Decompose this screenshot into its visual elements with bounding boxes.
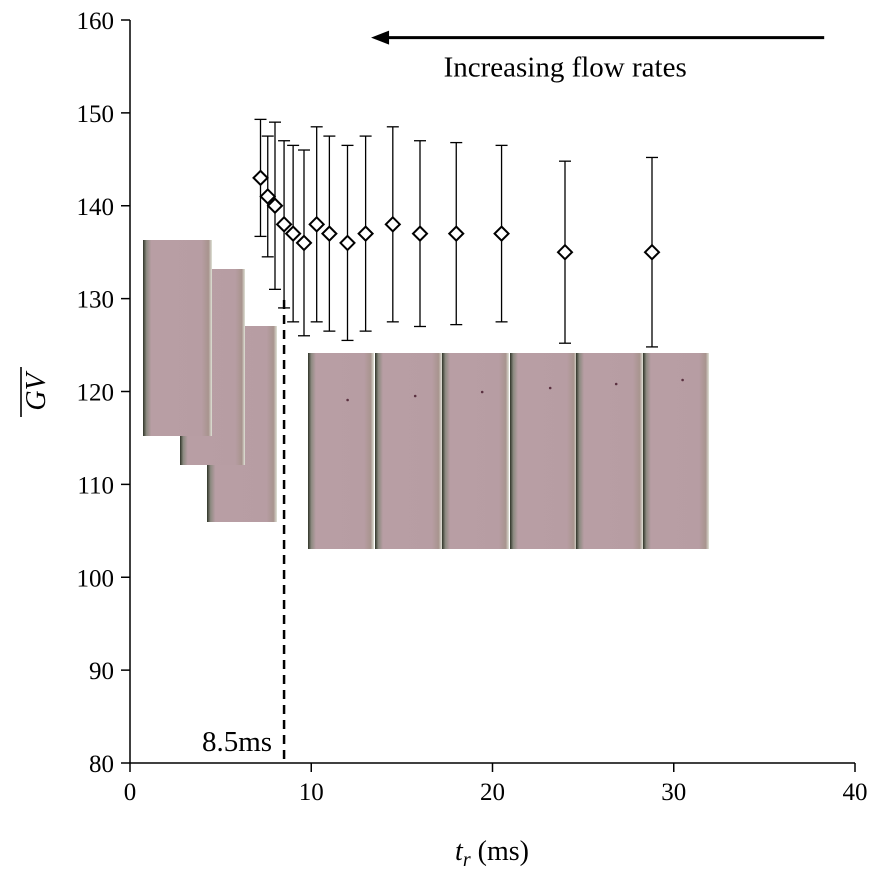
- data-point: [275, 215, 293, 233]
- y-tick-label: 80: [89, 751, 114, 778]
- x-axis-unit: (ms): [471, 836, 529, 867]
- data-point: [357, 225, 375, 243]
- droplet-image-tile: [643, 353, 709, 549]
- tile-droplet-dot: [480, 390, 484, 394]
- y-tick-label: 90: [89, 658, 114, 685]
- flow-arrow: [371, 30, 825, 45]
- x-axis-title: tr (ms): [455, 836, 529, 871]
- x-axis-ticks: 0 10 20 30 40: [124, 763, 868, 806]
- flow-annotation: Increasing flow rates: [444, 52, 687, 84]
- tile-fill: [576, 353, 643, 549]
- data-points: [252, 169, 661, 261]
- tile-droplet-dot: [346, 398, 349, 402]
- data-point: [320, 225, 338, 243]
- data-point: [295, 234, 313, 252]
- y-tick-label: 140: [77, 194, 115, 221]
- data-point: [308, 215, 326, 233]
- x-axis-subscript: r: [463, 849, 471, 871]
- flow-arrow-head: [371, 30, 390, 45]
- data-point: [252, 169, 269, 187]
- x-tick-label: 40: [843, 779, 868, 806]
- data-point: [384, 215, 402, 233]
- y-axis-ticks: 80 90 100 110 120 130 140 150 160: [77, 8, 130, 778]
- y-tick-label: 160: [77, 8, 115, 35]
- data-point: [643, 243, 661, 261]
- x-tick-label: 0: [124, 779, 137, 806]
- data-point: [411, 225, 429, 243]
- tile-fill: [143, 240, 212, 436]
- tile-fill: [375, 353, 442, 549]
- y-axis-title: GV: [21, 370, 52, 410]
- droplet-image-tile: [442, 353, 509, 549]
- x-tick-label: 20: [480, 779, 505, 806]
- droplet-image-tiles: [143, 240, 709, 549]
- data-point: [266, 197, 284, 215]
- threshold-label: 8.5ms: [202, 726, 272, 758]
- y-tick-label: 100: [77, 565, 115, 592]
- x-tick-label: 10: [299, 779, 324, 806]
- tile-droplet-dot: [614, 382, 618, 386]
- data-point: [556, 243, 574, 261]
- data-point: [339, 234, 356, 252]
- droplet-image-tile: [143, 240, 212, 436]
- tile-fill: [442, 353, 509, 549]
- y-tick-label: 150: [77, 101, 115, 128]
- droplet-image-tile: [510, 353, 577, 549]
- droplet-image-tile: [576, 353, 643, 549]
- tile-droplet-dot: [413, 394, 417, 398]
- data-point: [259, 188, 277, 205]
- y-axis-title-group: GV: [20, 367, 52, 417]
- data-point: [493, 225, 510, 243]
- droplet-image-tile: [308, 353, 374, 549]
- x-axis-symbol: t: [455, 836, 464, 867]
- tile-fill: [308, 353, 374, 549]
- y-tick-label: 120: [77, 380, 115, 407]
- tile-fill: [643, 353, 709, 549]
- droplet-image-tile: [375, 353, 442, 549]
- y-tick-label: 110: [77, 472, 114, 499]
- data-point: [284, 225, 302, 243]
- y-tick-label: 130: [77, 287, 115, 314]
- tile-fill: [510, 353, 577, 549]
- x-tick-label: 30: [661, 779, 686, 806]
- data-point: [447, 225, 465, 243]
- tile-droplet-dot: [681, 378, 684, 382]
- tile-droplet-dot: [548, 386, 552, 390]
